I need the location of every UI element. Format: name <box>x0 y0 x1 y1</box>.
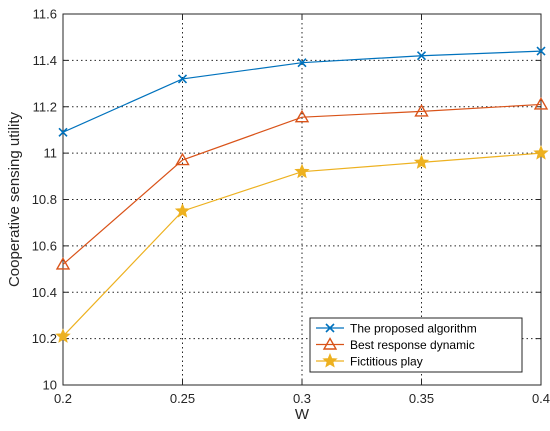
data-point <box>533 145 549 160</box>
data-point <box>536 46 546 56</box>
legend-label: Best response dynamic <box>350 338 475 352</box>
data-point <box>174 203 191 218</box>
data-point <box>297 58 307 68</box>
legend-box <box>309 317 523 373</box>
data-point <box>55 257 71 270</box>
x-tick-label: 0.4 <box>532 391 550 406</box>
data-point <box>533 97 549 110</box>
y-tick-label: 10.8 <box>32 192 57 207</box>
legend: The proposed algorithm Best response dyna… <box>309 317 523 373</box>
data-point <box>55 328 71 343</box>
x-tick-label: 0.3 <box>293 391 311 406</box>
x-axis-label: W <box>295 406 310 423</box>
data-point <box>416 51 427 61</box>
grid-lines <box>63 14 541 385</box>
series-group <box>55 46 549 343</box>
y-axis-label: Cooperative sensing utility <box>6 111 23 287</box>
y-tick-label: 10 <box>43 378 57 393</box>
data-point <box>58 127 68 137</box>
axis-ticks: 0.2 0.25 0.3 0.35 0.4 10 10.2 10.4 10.6 10.8 11 11.… <box>32 7 550 407</box>
y-tick-label: 10.4 <box>32 285 57 300</box>
x-tick-label: 0.2 <box>54 391 72 406</box>
data-point <box>177 74 188 84</box>
y-tick-label: 11 <box>44 146 58 161</box>
y-tick-label: 11.6 <box>33 7 57 22</box>
legend-marker <box>322 337 338 350</box>
data-point <box>294 109 310 123</box>
data-point <box>413 154 430 169</box>
y-tick-label: 11.4 <box>33 53 57 68</box>
legend-marker <box>322 352 338 368</box>
data-point <box>294 163 310 179</box>
legend-marker <box>325 323 335 333</box>
series-line <box>62 103 542 265</box>
y-tick-label: 10.6 <box>32 238 57 253</box>
legend-label: The proposed algorithm <box>350 321 477 335</box>
x-tick-label: 0.25 <box>170 391 195 406</box>
y-tick-label: 10.2 <box>32 331 57 346</box>
data-point <box>414 103 429 117</box>
x-tick-label: 0.35 <box>409 391 434 406</box>
y-tick-label: 11.2 <box>33 99 57 114</box>
data-point <box>175 152 190 166</box>
legend-label: Fictitious play <box>350 354 423 368</box>
